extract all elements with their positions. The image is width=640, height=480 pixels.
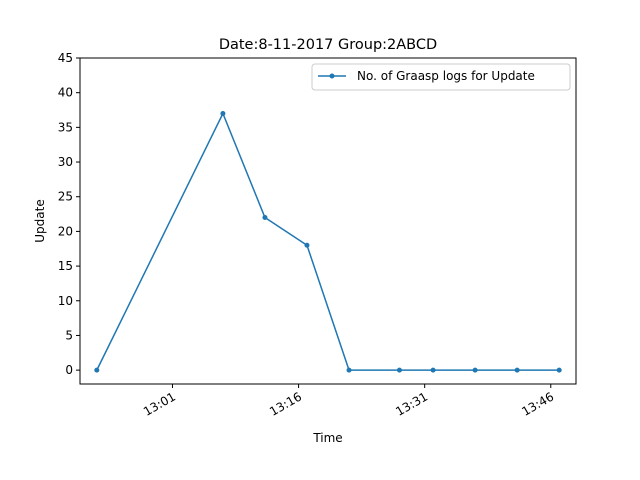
y-tick-label: 40 <box>58 86 73 100</box>
data-point <box>556 367 562 373</box>
data-point <box>304 242 310 248</box>
legend-label: No. of Graasp logs for Update <box>357 69 535 83</box>
x-tick-label: 13:31 <box>393 389 430 418</box>
y-tick-label: 10 <box>58 294 73 308</box>
data-point <box>94 367 100 373</box>
data-point <box>346 367 352 373</box>
y-tick-label: 0 <box>65 363 73 377</box>
x-tick-label: 13:46 <box>519 389 556 418</box>
x-tick-label: 13:16 <box>267 389 304 418</box>
data-point <box>514 367 520 373</box>
y-tick-label: 25 <box>58 190 73 204</box>
plot-area <box>79 57 577 385</box>
x-axis: 13:01 13:16 13:31 13:46 <box>141 384 556 419</box>
y-tick-label: 20 <box>58 224 73 238</box>
y-tick-label: 45 <box>58 51 73 65</box>
y-tick-label: 30 <box>58 155 73 169</box>
legend-box <box>311 63 571 91</box>
data-point <box>472 367 478 373</box>
x-axis-label: Time <box>312 431 342 445</box>
y-tick-label: 5 <box>65 328 73 342</box>
data-point <box>220 110 226 116</box>
y-tick-label: 35 <box>58 120 73 134</box>
y-tick-label: 15 <box>58 259 73 273</box>
legend-marker <box>329 73 335 79</box>
series-layer <box>94 110 562 373</box>
data-point <box>262 215 268 221</box>
legend: No. of Graasp logs for Update <box>311 63 571 91</box>
y-axis: 0 5 10 15 20 25 30 35 40 45 <box>58 51 80 377</box>
data-point <box>430 367 436 373</box>
y-axis-label: Update <box>33 199 47 242</box>
data-point <box>396 367 402 373</box>
series-line <box>96 112 560 371</box>
x-tick-label: 13:01 <box>141 389 178 418</box>
chart-title: Date:8-11-2017 Group:2ABCD <box>219 37 437 53</box>
